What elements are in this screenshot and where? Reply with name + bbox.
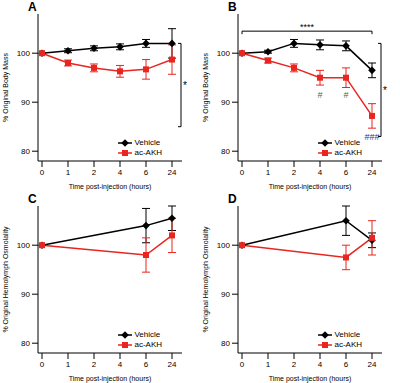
svg-text:6: 6 bbox=[144, 168, 149, 177]
svg-text:1: 1 bbox=[66, 359, 71, 368]
svg-text:4: 4 bbox=[118, 168, 123, 177]
html-text:Vehicle: Vehicle bbox=[134, 138, 161, 147]
svg-text:24: 24 bbox=[168, 168, 177, 177]
svg-text:90: 90 bbox=[221, 290, 230, 299]
svg-text:90: 90 bbox=[21, 98, 30, 107]
svg-text:24: 24 bbox=[168, 359, 177, 368]
svg-text:Time post-injection (hours): Time post-injection (hours) bbox=[269, 183, 352, 191]
svg-text:2: 2 bbox=[92, 168, 97, 177]
svg-text:Time post-injection (hours): Time post-injection (hours) bbox=[69, 375, 152, 383]
html-text:ac-AKH: ac-AKH bbox=[134, 339, 162, 349]
html-text:Vehicle: Vehicle bbox=[334, 329, 361, 339]
svg-text:1: 1 bbox=[266, 168, 271, 177]
svg-text:0: 0 bbox=[40, 359, 45, 368]
svg-text:% Original Hemolymph Osmolalit: % Original Hemolymph Osmolality bbox=[8, 225, 10, 332]
svg-text:% Original Body Mass: % Original Body Mass bbox=[8, 53, 10, 122]
html-text:D: D bbox=[228, 191, 237, 206]
svg-text:80: 80 bbox=[21, 147, 30, 156]
svg-text:*: * bbox=[183, 80, 187, 91]
html-text:ac-AKH: ac-AKH bbox=[334, 148, 362, 157]
html-text:C: C bbox=[28, 191, 37, 206]
svg-text:0: 0 bbox=[240, 168, 245, 177]
svg-text:****: **** bbox=[300, 22, 315, 32]
svg-text:% Original Hemolymph Osmolalit: % Original Hemolymph Osmolality bbox=[202, 225, 210, 332]
html-text:Vehicle: Vehicle bbox=[334, 138, 361, 147]
svg-text:4: 4 bbox=[318, 359, 323, 368]
svg-text:100: 100 bbox=[217, 241, 231, 250]
svg-text:80: 80 bbox=[221, 339, 230, 348]
svg-text:0: 0 bbox=[240, 359, 245, 368]
svg-text:90: 90 bbox=[21, 290, 30, 299]
svg-text:1: 1 bbox=[266, 359, 271, 368]
svg-text:24: 24 bbox=[368, 168, 377, 177]
svg-text:6: 6 bbox=[344, 168, 349, 177]
html-text:ac-AKH: ac-AKH bbox=[134, 148, 162, 157]
svg-text:2: 2 bbox=[292, 168, 297, 177]
svg-text:4: 4 bbox=[318, 168, 323, 177]
svg-text:0: 0 bbox=[40, 168, 45, 177]
svg-text:2: 2 bbox=[92, 359, 97, 368]
svg-text:24: 24 bbox=[368, 359, 377, 368]
svg-text:Time post-injection (hours): Time post-injection (hours) bbox=[269, 375, 352, 383]
html-text:A: A bbox=[28, 0, 37, 14]
svg-text:4: 4 bbox=[118, 359, 123, 368]
html-text:B: B bbox=[228, 0, 237, 14]
svg-text:80: 80 bbox=[221, 147, 230, 156]
svg-text:6: 6 bbox=[144, 359, 149, 368]
svg-text:Time post-injection (hours): Time post-injection (hours) bbox=[69, 183, 152, 191]
svg-text:100: 100 bbox=[17, 49, 31, 58]
svg-text:% Original Body Mass: % Original Body Mass bbox=[202, 53, 210, 122]
svg-text:100: 100 bbox=[217, 49, 231, 58]
html-text:ac-AKH: ac-AKH bbox=[334, 339, 362, 349]
svg-text:*: * bbox=[383, 85, 387, 96]
svg-text:2: 2 bbox=[292, 359, 297, 368]
svg-text:#: # bbox=[317, 90, 322, 100]
svg-text:1: 1 bbox=[66, 168, 71, 177]
svg-text:100: 100 bbox=[17, 241, 31, 250]
svg-text:80: 80 bbox=[21, 339, 30, 348]
svg-text:###: ### bbox=[364, 132, 379, 142]
svg-text:90: 90 bbox=[221, 98, 230, 107]
svg-text:#: # bbox=[343, 90, 348, 100]
svg-text:6: 6 bbox=[344, 359, 349, 368]
html-text:Vehicle: Vehicle bbox=[134, 329, 161, 339]
